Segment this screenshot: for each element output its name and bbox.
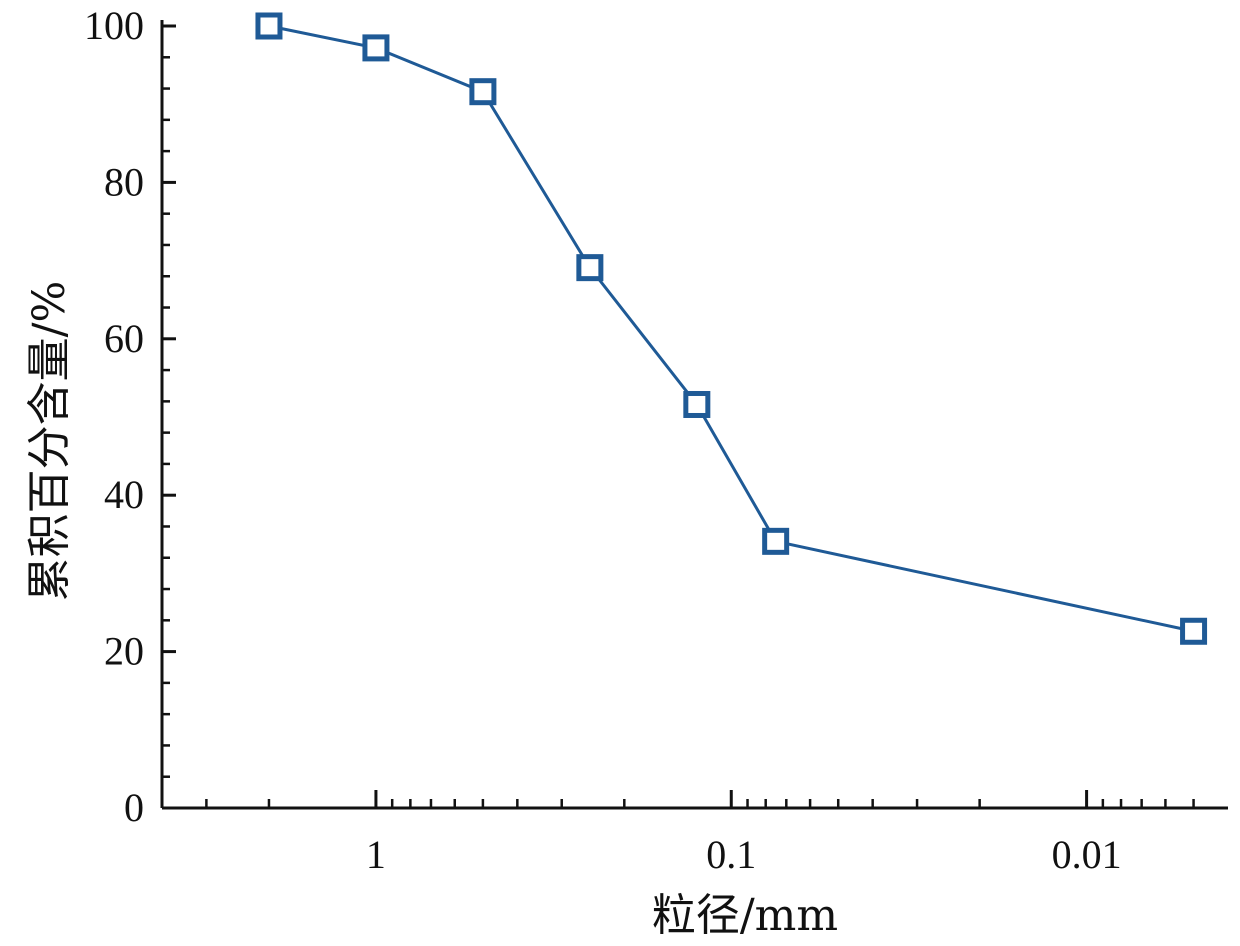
- y-axis-title: 累积百分含量/%: [24, 281, 75, 602]
- x-tick-label: 0.01: [1052, 832, 1122, 877]
- data-point-marker: [255, 12, 283, 40]
- minor-ticks: [162, 56, 1195, 808]
- series-line: [268, 24, 1194, 633]
- data-point-marker: [762, 527, 790, 555]
- data-point-marker: [1180, 617, 1208, 645]
- y-tick-label: 80: [104, 159, 144, 204]
- y-tick-label: 0: [124, 785, 144, 830]
- data-point-marker: [683, 390, 711, 418]
- y-tick-label: 100: [84, 3, 144, 48]
- y-tick-label: 20: [104, 629, 144, 674]
- x-axis-title: 粒径/mm: [652, 890, 838, 941]
- x-tick-label: 0.1: [706, 832, 756, 877]
- series-group: [255, 12, 1208, 645]
- y-tick-label: 60: [104, 316, 144, 361]
- axes: [160, 20, 1228, 810]
- data-point-marker: [576, 254, 604, 282]
- y-tick-label: 40: [104, 472, 144, 517]
- y-tick-labels: 0 20 40 60 80 100: [84, 3, 144, 830]
- data-point-marker: [362, 34, 390, 62]
- x-tick-label: 1: [366, 832, 386, 877]
- x-tick-labels: 1 0.1 0.01: [366, 832, 1122, 877]
- data-point-marker: [469, 78, 497, 106]
